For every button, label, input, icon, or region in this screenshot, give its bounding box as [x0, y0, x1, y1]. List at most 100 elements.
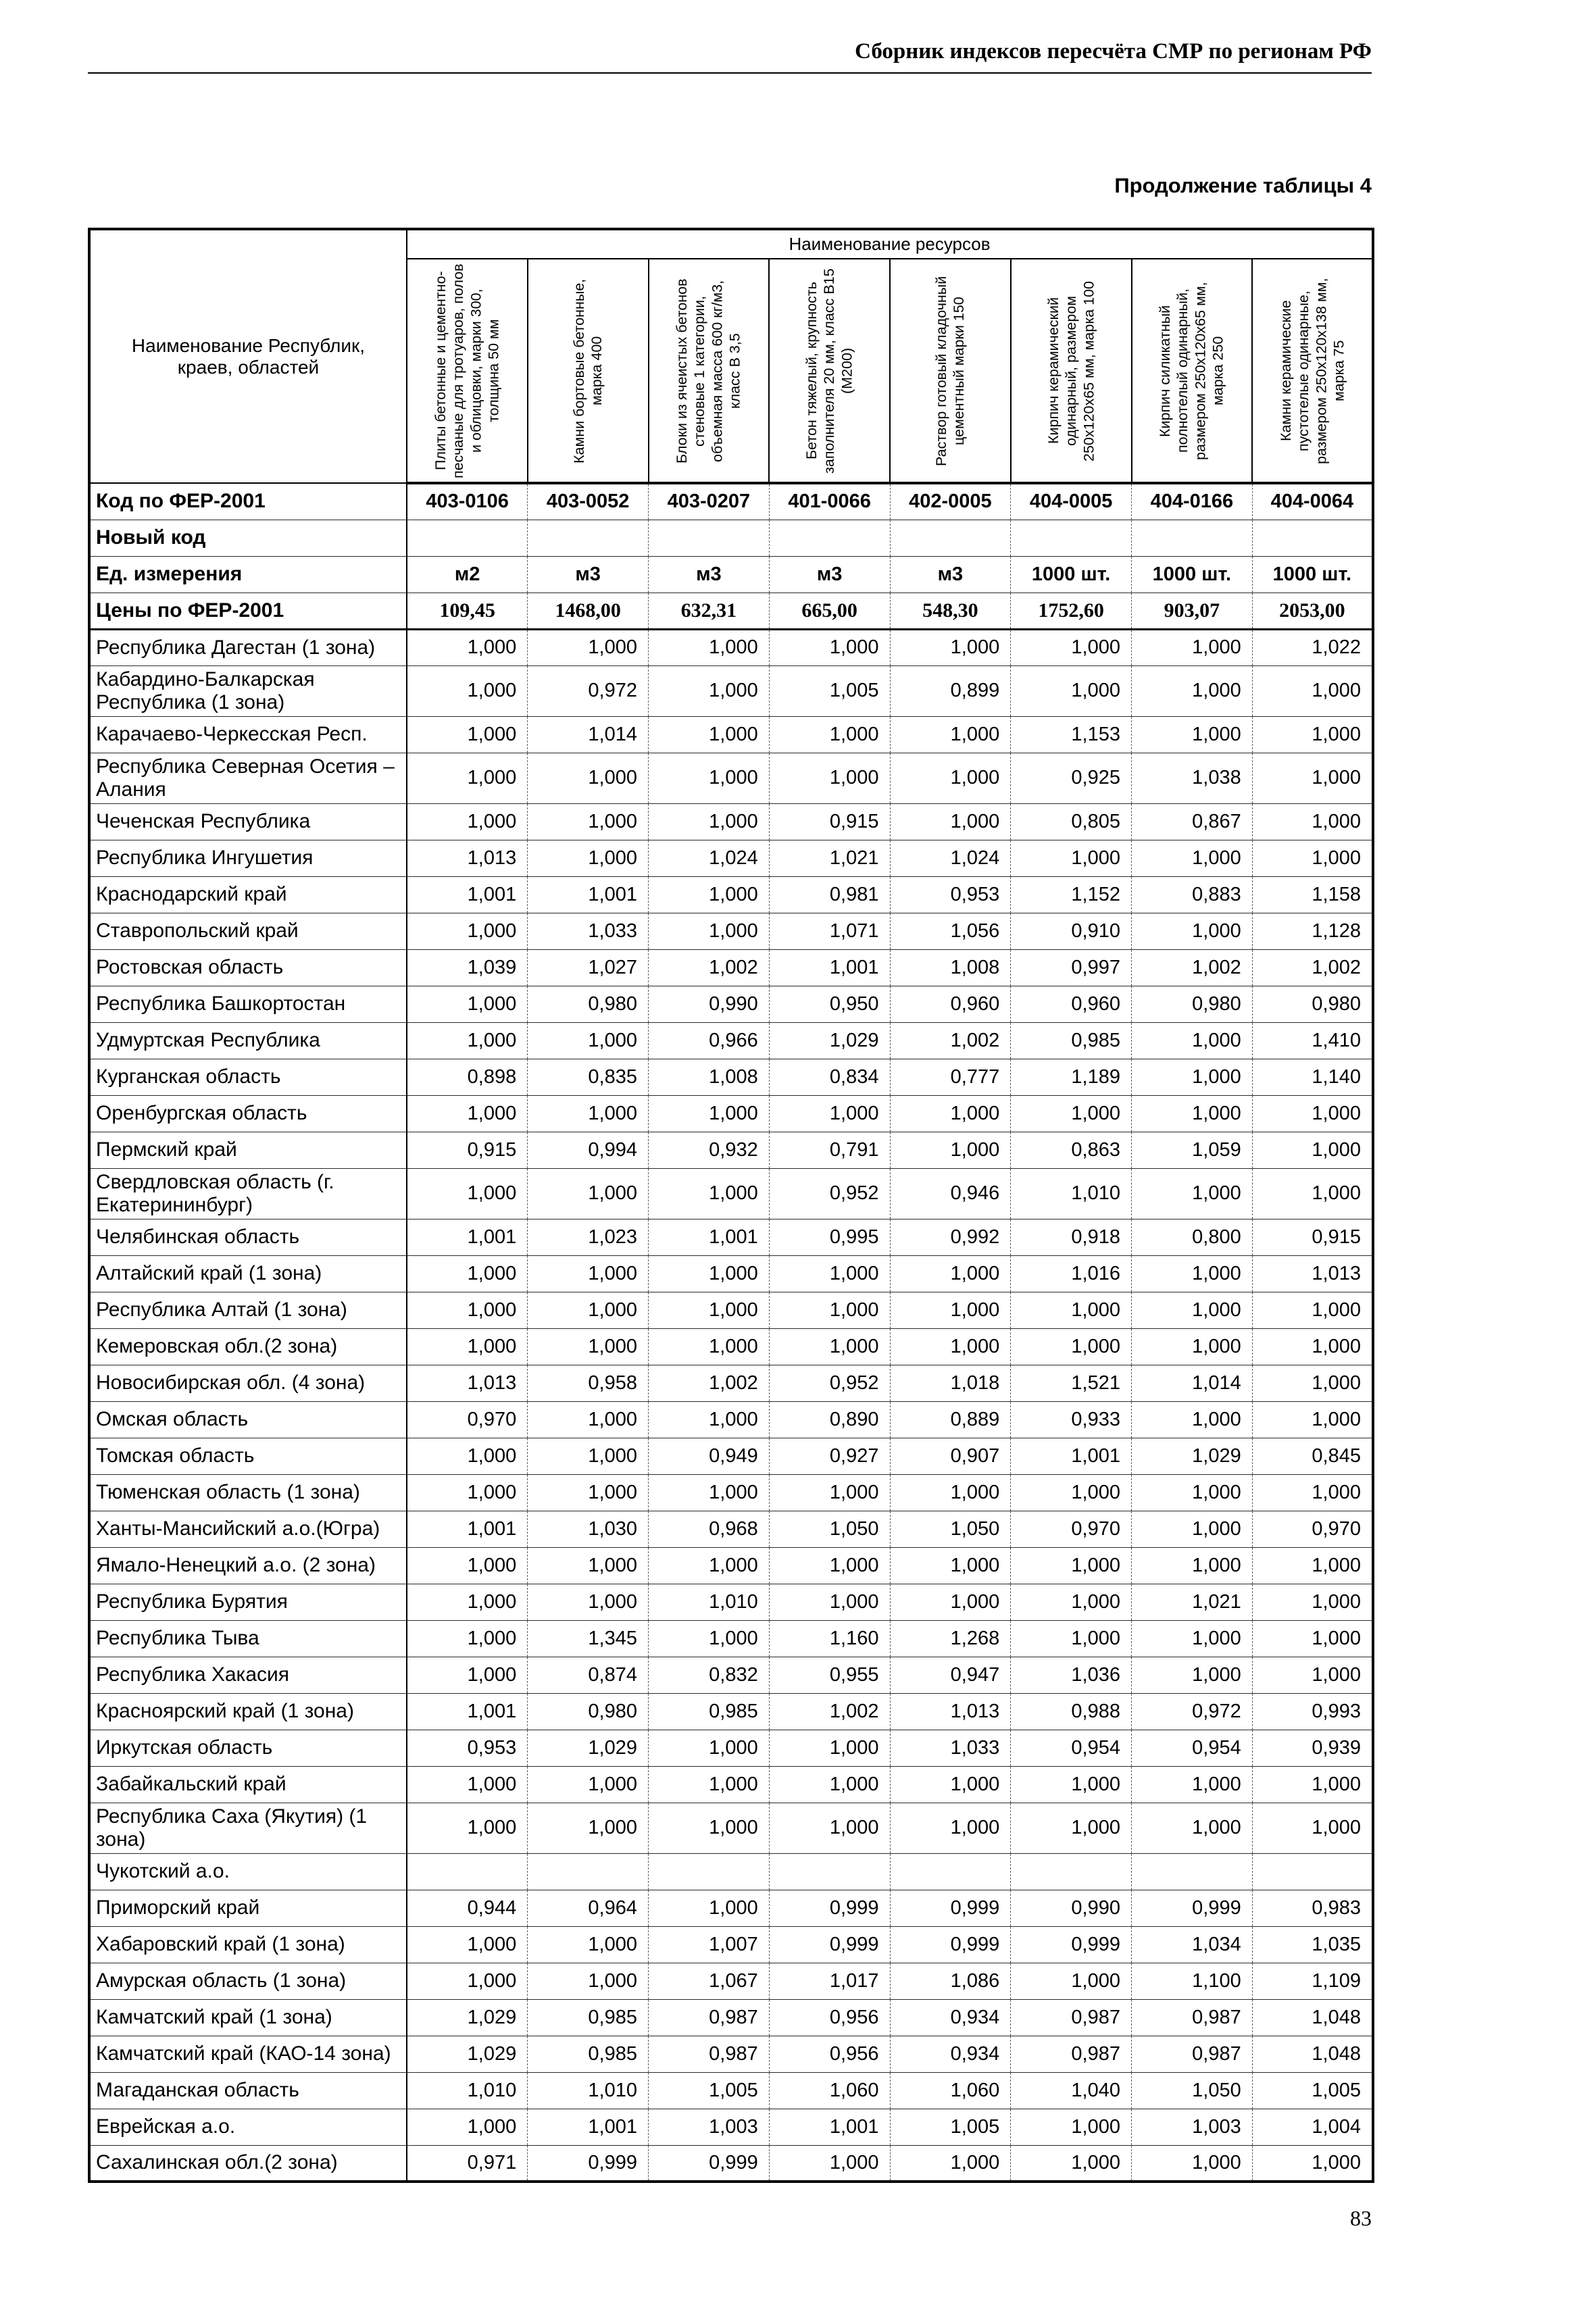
- index-value-cell: 1,013: [889, 1692, 1012, 1730]
- index-value-cell: 1,153: [1010, 715, 1132, 753]
- index-value-cell: 0,966: [648, 1022, 770, 1059]
- resource-column-header-text: Камни бортовые бетонные, марка 400: [570, 278, 605, 463]
- table-row: Сахалинская обл.(2 зона) 0,971 0,999 0,999 1…: [88, 2144, 1374, 2182]
- index-value-cell: 1,000: [889, 1131, 1012, 1169]
- index-value-cell: 0,983: [1251, 1889, 1374, 1927]
- meta-row-label: Ед. измерения: [88, 555, 407, 593]
- meta-value-cell: 1468,00: [527, 592, 649, 630]
- index-value-cell: 1,000: [1251, 1546, 1374, 1584]
- meta-value-cell: м2: [406, 555, 528, 593]
- index-value-cell: 0,953: [406, 1729, 528, 1767]
- index-value-cell: 1,000: [527, 1401, 649, 1438]
- table-row: Республика Башкортостан 1,000 0,980 0,990 0,…: [88, 985, 1374, 1023]
- index-value-cell: 1,002: [768, 1692, 891, 1730]
- meta-value-cell: 404-0005: [1010, 482, 1132, 520]
- index-value-cell: [1010, 1853, 1132, 1890]
- region-name-cell: Челябинская область: [88, 1218, 407, 1256]
- meta-value-cell: 665,00: [768, 592, 891, 630]
- index-value-cell: 1,000: [1010, 665, 1132, 717]
- index-value-cell: 0,800: [1131, 1218, 1253, 1256]
- index-value-cell: 1,004: [1251, 2108, 1374, 2146]
- table-body: Код по ФЕР-2001 403-0106 403-0052 403-0207 4…: [88, 482, 1374, 2182]
- index-value-cell: 0,898: [406, 1058, 528, 1096]
- resource-column-header: Камни бортовые бетонные, марка 400: [526, 258, 649, 484]
- table-row: Чеченская Республика 1,000 1,000 1,000 0,915…: [88, 803, 1374, 840]
- index-value-cell: 1,000: [889, 1291, 1012, 1329]
- meta-value-cell: 632,31: [648, 592, 770, 630]
- index-value-cell: 1,000: [406, 2108, 528, 2146]
- index-value-cell: 1,000: [1010, 1095, 1132, 1132]
- index-value-cell: 0,915: [1251, 1218, 1374, 1256]
- rotated-headers-row: Плиты бетонные и цементно-песчаные для т…: [89, 258, 1374, 484]
- index-value-cell: 1,000: [1251, 2144, 1374, 2182]
- index-value-cell: 0,777: [889, 1058, 1012, 1096]
- index-value-cell: 0,970: [406, 1401, 528, 1438]
- index-value-cell: 1,000: [1131, 839, 1253, 877]
- index-value-cell: 1,001: [406, 876, 528, 913]
- index-value-cell: 0,997: [1010, 949, 1132, 986]
- index-value-cell: 1,140: [1251, 1058, 1374, 1096]
- meta-value-cell: 1000 шт.: [1131, 555, 1253, 593]
- resource-column-header: Плиты бетонные и цементно-песчаные для т…: [406, 258, 528, 484]
- index-value-cell: 0,952: [768, 1364, 891, 1402]
- table-row: Курганская область 0,898 0,835 1,008 0,834 0,…: [88, 1058, 1374, 1096]
- index-value-cell: 1,000: [406, 1437, 528, 1475]
- index-value-cell: 1,000: [1251, 665, 1374, 717]
- index-value-cell: 1,000: [406, 665, 528, 717]
- region-name-cell: Республика Алтай (1 зона): [88, 1291, 407, 1329]
- resource-column-header-text: Бетон тяжелый, крупность заполнителя 20 …: [803, 268, 855, 474]
- index-value-cell: 1,001: [768, 2108, 891, 2146]
- meta-value-cell: м3: [527, 555, 649, 593]
- index-value-cell: 1,038: [1131, 752, 1253, 804]
- index-value-cell: 0,835: [527, 1058, 649, 1096]
- index-value-cell: 1,050: [889, 1510, 1012, 1548]
- meta-row-label: Цены по ФЕР-2001: [88, 592, 407, 630]
- index-value-cell: 0,987: [1010, 1998, 1132, 2036]
- table-row: Ставропольский край 1,000 1,033 1,000 1,071 1…: [88, 912, 1374, 950]
- index-value-cell: 1,000: [648, 1095, 770, 1132]
- index-value-cell: 0,883: [1131, 876, 1253, 913]
- table-row: Еврейская а.о. 1,000 1,001 1,003 1,001 1,005 1…: [88, 2108, 1374, 2146]
- resource-column-header-text: Камни керамические пустотелые одинарные,…: [1277, 277, 1347, 464]
- index-value-cell: 1,000: [1010, 1583, 1132, 1621]
- index-value-cell: 1,000: [768, 1765, 891, 1803]
- index-value-cell: 1,000: [527, 1926, 649, 1963]
- index-value-cell: 1,035: [1251, 1926, 1374, 1963]
- index-value-cell: 0,980: [1131, 985, 1253, 1023]
- index-value-cell: 1,000: [406, 1926, 528, 1963]
- index-value-cell: 0,956: [768, 1998, 891, 2036]
- index-value-cell: 1,000: [648, 1546, 770, 1584]
- index-value-cell: 1,521: [1010, 1364, 1132, 1402]
- index-value-cell: 1,010: [648, 1583, 770, 1621]
- index-value-cell: 1,000: [1010, 2108, 1132, 2146]
- index-value-cell: 1,007: [648, 1926, 770, 1963]
- index-value-cell: 0,954: [1131, 1729, 1253, 1767]
- index-value-cell: [1131, 1853, 1253, 1890]
- index-value-cell: 0,999: [768, 1889, 891, 1927]
- region-column-header: Наименование Республик, краев, областей: [89, 228, 407, 484]
- index-value-cell: 0,956: [768, 2035, 891, 2073]
- index-value-cell: 1,000: [768, 1729, 891, 1767]
- index-value-cell: 1,010: [406, 2071, 528, 2109]
- index-value-cell: 0,985: [527, 1998, 649, 2036]
- index-value-cell: 1,059: [1131, 1131, 1253, 1169]
- table-row: Республика Саха (Якутия) (1 зона) 1,000 1,…: [88, 1802, 1374, 1854]
- index-value-cell: 1,128: [1251, 912, 1374, 950]
- table-row: Краснодарский край 1,001 1,001 1,000 0,981 0,…: [88, 876, 1374, 913]
- region-name-cell: Еврейская а.о.: [88, 2108, 407, 2146]
- meta-value-cell: 1000 шт.: [1251, 555, 1374, 593]
- index-value-cell: 1,000: [1010, 839, 1132, 877]
- index-value-cell: 0,994: [527, 1131, 649, 1169]
- index-value-cell: 1,000: [406, 628, 528, 666]
- index-value-cell: 1,000: [889, 2144, 1012, 2182]
- index-value-cell: 1,000: [889, 715, 1012, 753]
- index-value-cell: 1,000: [768, 1474, 891, 1511]
- resources-header: Наименование ресурсов: [406, 228, 1374, 259]
- index-value-cell: 1,000: [1131, 665, 1253, 717]
- index-value-cell: 1,033: [527, 912, 649, 950]
- index-value-cell: 0,907: [889, 1437, 1012, 1475]
- index-value-cell: 1,000: [527, 1022, 649, 1059]
- index-value-cell: 0,845: [1251, 1437, 1374, 1475]
- meta-value-cell: 403-0052: [527, 482, 649, 520]
- index-value-cell: 1,000: [1010, 1328, 1132, 1365]
